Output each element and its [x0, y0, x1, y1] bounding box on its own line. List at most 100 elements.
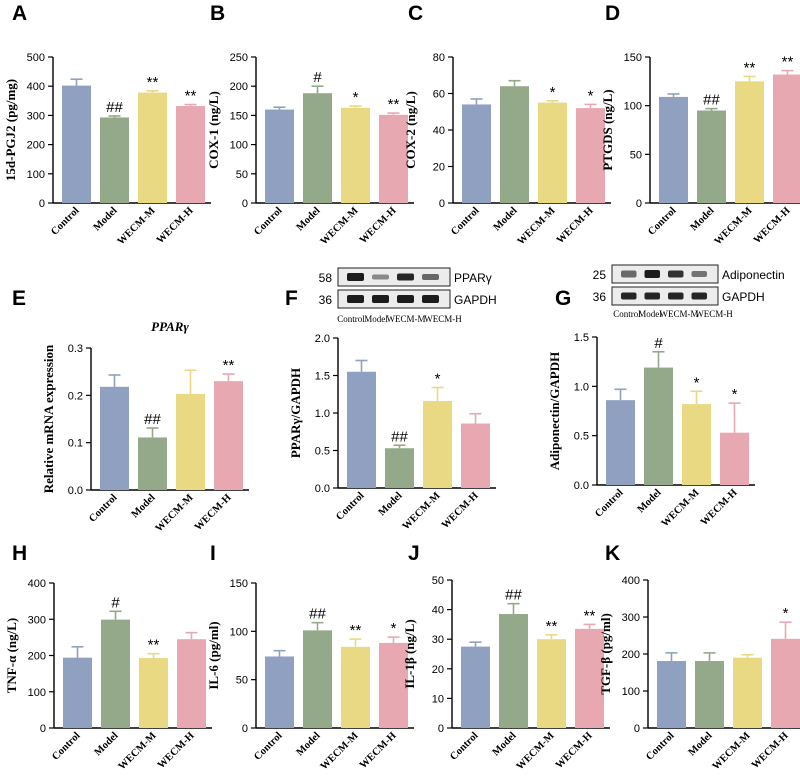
x-tick-label: Control [252, 730, 284, 762]
x-tick-label: Control [49, 205, 81, 237]
x-tick-label: Control [50, 730, 82, 762]
x-tick-label: WECM-H [156, 730, 197, 771]
significance-marker: ## [106, 99, 123, 116]
significance-marker: ** [185, 88, 197, 105]
y-axis-label: PPARγ/GAPDH [288, 368, 303, 458]
blot-lane-label: WECM-M [660, 309, 699, 319]
significance-marker: * [732, 386, 738, 403]
bar-wecm_h [176, 106, 205, 203]
blot-protein-label: GAPDH [722, 290, 765, 304]
bar-control [659, 96, 688, 203]
panel-c: C 0 20 40 60 80 COX-2 (ng/L) Control Model * WECM-… [403, 2, 611, 247]
bar-model [697, 110, 726, 203]
panel-letter: K [605, 542, 620, 565]
blot-protein-label: PPARγ [454, 271, 492, 285]
significance-marker: * [550, 84, 556, 101]
y-tick-label: 50 [630, 149, 642, 161]
x-tick-label: WECM-H [750, 730, 791, 771]
y-tick-label: 200 [622, 649, 640, 661]
x-tick-label: Model [491, 730, 519, 758]
x-tick-label: WECM-M [319, 205, 361, 247]
bar-control [265, 656, 294, 728]
significance-marker: ** [388, 96, 400, 113]
x-tick-label: Control [87, 492, 119, 524]
protein-band [372, 274, 389, 280]
x-tick-label: Model [689, 205, 717, 233]
significance-marker: * [353, 89, 359, 106]
y-tick-label: 20 [433, 162, 445, 174]
bar-wecm_m [176, 393, 205, 490]
protein-band [644, 292, 660, 300]
y-axis-label: IL-1β (ng/L) [402, 619, 417, 688]
y-axis-label: Relative mRNA expression [41, 344, 56, 493]
y-tick-label: 300 [27, 110, 45, 122]
x-tick-label: Model [92, 205, 120, 233]
y-axis-label: Adiponectin/GAPDH [547, 352, 562, 470]
significance-marker: ## [505, 587, 522, 604]
blot-lane-label: Control [613, 309, 641, 319]
bar-model [101, 619, 130, 728]
bar-wecm_m [733, 657, 762, 728]
y-axis-label: COX-1 (ng/L) [206, 91, 221, 169]
bar-wecm_h [773, 74, 800, 204]
significance-marker: ## [391, 428, 408, 445]
bar-wecm_h [771, 638, 800, 728]
x-tick-label: Model [130, 492, 158, 520]
significance-marker: * [783, 605, 789, 622]
y-axis-label: TNF-α (ng/L) [4, 618, 19, 694]
significance-marker: ** [546, 618, 558, 635]
bar-control [462, 104, 491, 203]
bar-wecm_h [379, 642, 408, 728]
panel-i: I 0 50 100 150 IL-6 (pg/ml) Control ## Model ** WE… [206, 542, 414, 772]
significance-marker: # [313, 69, 322, 86]
protein-band [621, 292, 637, 300]
blot-lane-label: WECM-H [424, 314, 462, 324]
chart-title: PPARγ [151, 319, 189, 334]
bar-control [265, 109, 294, 203]
bar-wecm_m [138, 92, 167, 203]
significance-marker: ## [703, 92, 720, 109]
x-tick-label: Control [593, 487, 625, 519]
panel-e: E PPARγ 0.0 0.1 0.2 0.3 Relative mRNA expressi… [12, 287, 249, 534]
y-tick-label: 150 [230, 110, 248, 122]
bar-wecm_h [461, 423, 490, 488]
y-tick-label: 0 [242, 723, 248, 735]
bar-wecm_h [379, 114, 408, 203]
bar-wecm_m [538, 102, 567, 203]
protein-band [397, 273, 414, 281]
bar-wecm_m [682, 404, 711, 485]
x-tick-label: WECM-H [358, 205, 399, 246]
x-tick-label: WECM-H [358, 730, 399, 771]
y-tick-label: 40 [432, 605, 444, 617]
y-tick-label: 300 [622, 612, 640, 624]
panel-letter: I [210, 542, 216, 565]
x-tick-label: WECM-M [711, 730, 753, 772]
bar-model [138, 437, 167, 490]
panel-g: G 0.0 0.5 1.0 1.5 Adiponectin/GAPDH Control # Mo… [547, 287, 755, 529]
y-tick-label: 10 [432, 693, 444, 705]
bar-control [461, 646, 490, 728]
y-tick-label: 50 [432, 575, 444, 587]
bar-wecm_h [214, 381, 243, 490]
protein-band [372, 295, 389, 303]
significance-marker: # [654, 335, 663, 352]
y-axis-label: PTGDS (ng/L) [600, 89, 615, 170]
x-tick-label: WECM-H [752, 205, 793, 246]
significance-marker: ## [144, 411, 161, 428]
bar-wecm_m [341, 646, 370, 728]
significance-marker: # [111, 594, 120, 611]
significance-marker: ** [744, 59, 756, 76]
panel-a: A 0 100 200 300 400 500 15d-PGJ2 (pg/mg) Control… [3, 2, 211, 247]
blot-membrane [611, 264, 719, 284]
blot-protein-label: GAPDH [454, 293, 497, 307]
blot-marker-label: 25 [593, 268, 607, 282]
panel-letter: E [12, 287, 26, 310]
western-blot-g: 25 Adiponectin 36 GAPDH ControlModelWECM-MWE… [593, 264, 785, 319]
y-tick-label: 300 [28, 614, 46, 626]
y-tick-label: 0.5 [315, 446, 330, 458]
blot-lane-label: Control [337, 314, 365, 324]
x-tick-label: Control [449, 205, 481, 237]
x-tick-label: WECM-H [193, 492, 234, 533]
x-tick-label: Control [448, 730, 480, 762]
